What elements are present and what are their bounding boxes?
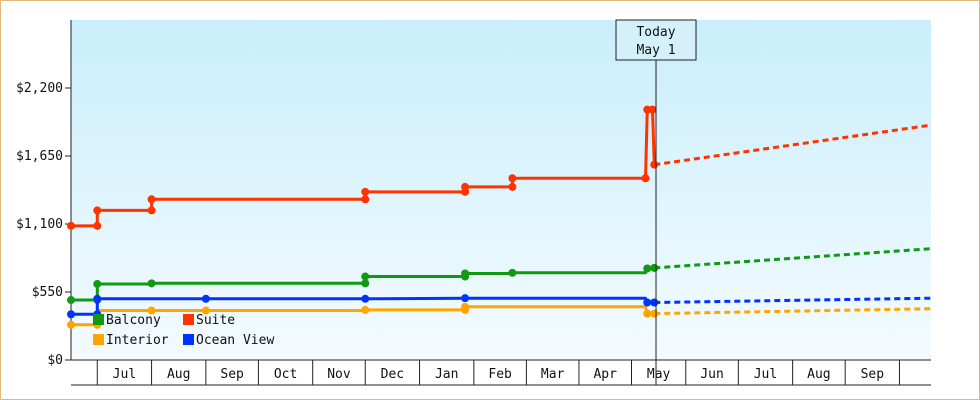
x-tick-label: Jun xyxy=(700,367,723,382)
series-balcony xyxy=(67,247,932,305)
today-label: Today xyxy=(636,25,675,40)
data-point xyxy=(650,309,659,318)
forecast-line xyxy=(654,307,932,316)
x-tick-label: Oct xyxy=(274,367,297,382)
x-tick-label: Nov xyxy=(327,367,351,382)
data-point xyxy=(361,294,370,303)
data-point xyxy=(93,206,102,215)
x-tick-label: Dec xyxy=(381,367,404,382)
legend-swatch xyxy=(93,314,104,325)
y-axis: $0 $550 $1,100 $1,650 $2,200 xyxy=(16,20,72,368)
legend: Balcony Suite Interior Ocean View xyxy=(93,313,274,348)
data-point xyxy=(93,221,102,230)
data-point xyxy=(461,302,470,311)
data-point xyxy=(461,269,470,278)
data-point xyxy=(508,174,517,183)
today-marker: Today May 1 xyxy=(615,19,697,385)
data-point xyxy=(361,279,370,288)
data-point xyxy=(67,296,75,305)
y-tick-label: $1,650 xyxy=(16,149,63,164)
data-point xyxy=(201,294,210,303)
data-point xyxy=(361,305,370,314)
today-date: May 1 xyxy=(636,43,675,58)
data-point xyxy=(67,310,75,319)
data-point xyxy=(147,306,156,315)
data-point xyxy=(67,221,75,230)
x-tick-label: Sep xyxy=(220,367,244,382)
x-tick-label: Aug xyxy=(167,367,190,382)
data-point xyxy=(147,195,156,204)
data-point xyxy=(147,206,156,215)
today-box xyxy=(615,19,697,61)
series-line xyxy=(71,266,655,302)
x-tick-label: May xyxy=(647,367,671,382)
x-tick-label: Mar xyxy=(541,367,565,382)
data-point xyxy=(648,105,657,114)
legend-label: Ocean View xyxy=(196,333,274,348)
legend-swatch xyxy=(183,334,194,345)
data-point xyxy=(361,272,370,281)
x-tick-label: Apr xyxy=(593,367,617,382)
data-point xyxy=(643,264,652,273)
legend-label: Suite xyxy=(196,313,235,328)
forecast-line xyxy=(654,296,932,304)
data-point xyxy=(461,294,470,303)
data-point xyxy=(93,294,102,303)
forecast-line xyxy=(654,123,932,167)
data-point xyxy=(147,279,156,288)
x-tick-label: Sep xyxy=(861,367,885,382)
legend-label: Interior xyxy=(106,333,169,348)
data-point xyxy=(650,160,659,169)
data-point xyxy=(650,263,659,272)
data-point xyxy=(361,187,370,196)
data-point xyxy=(650,298,659,307)
x-tick-label: Aug xyxy=(807,367,830,382)
data-point xyxy=(508,182,517,191)
series-layer xyxy=(67,105,932,329)
y-tick-label: $2,200 xyxy=(16,81,63,96)
legend-item: Suite xyxy=(183,313,235,328)
forecast-line xyxy=(654,247,932,270)
legend-label: Balcony xyxy=(106,313,161,328)
data-point xyxy=(201,306,210,315)
x-tick-label: Jul xyxy=(113,367,136,382)
data-point xyxy=(643,298,652,307)
data-point xyxy=(508,268,517,277)
data-point xyxy=(643,309,652,318)
legend-swatch xyxy=(93,334,104,345)
data-point xyxy=(641,174,650,183)
series-suite xyxy=(67,105,932,230)
x-tick-label: Jul xyxy=(754,367,777,382)
plot-area xyxy=(71,20,931,360)
legend-item: Balcony xyxy=(93,313,161,328)
data-point xyxy=(93,279,102,288)
x-axis: Jul Aug Sep Oct Nov Dec Jan Feb Mar Apr May Jun Jul A… xyxy=(71,359,931,386)
y-tick-label: $550 xyxy=(32,285,63,300)
data-point xyxy=(361,195,370,204)
legend-swatch xyxy=(183,314,194,325)
legend-item: Interior xyxy=(93,333,169,348)
y-tick-label: $1,100 xyxy=(16,217,63,232)
data-point xyxy=(461,182,470,191)
legend-item: Ocean View xyxy=(183,333,274,348)
x-tick-label: Feb xyxy=(488,367,512,382)
x-tick-label: Jan xyxy=(435,367,458,382)
y-tick-label: $0 xyxy=(47,353,63,368)
data-point xyxy=(67,320,75,329)
